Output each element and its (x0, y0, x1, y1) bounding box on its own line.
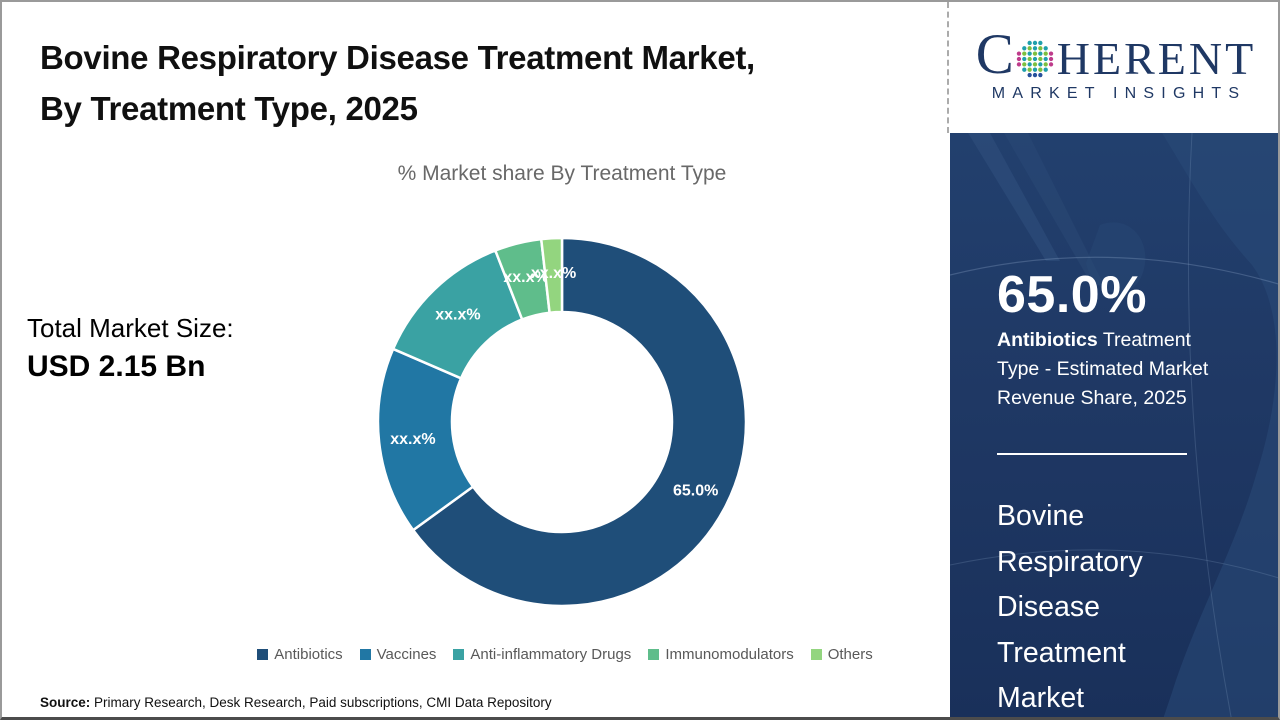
chart-subtitle: % Market share By Treatment Type (397, 162, 727, 185)
legend-item: Vaccines (359, 646, 437, 663)
donut-chart: 65.0%xx.x%xx.x%xx.x%xx.x% (376, 236, 748, 608)
panel-market-name: Bovine Respiratory Disease Treatment Mar… (997, 494, 1143, 717)
legend-label: Anti-inflammatory Drugs (470, 646, 632, 663)
highlight-stat-category: Antibiotics (997, 329, 1098, 351)
brand-logo: C HERENT (975, 23, 1257, 87)
dashed-divider (947, 2, 949, 133)
side-panel: 65.0% Antibiotics Treatment Type - Estim… (950, 133, 1278, 717)
world-map-texture (950, 133, 1278, 717)
donut-segment-label: xx.x% (531, 265, 576, 282)
brand-letter-c: C (975, 23, 1014, 87)
donut-segment-others (539, 236, 564, 314)
logo-card: C HERENT MARKET INSIGHTS (950, 2, 1278, 133)
legend-label: Antibiotics (274, 646, 343, 663)
page-title: Bovine Respiratory Disease Treatment Mar… (40, 32, 755, 134)
legend-label: Vaccines (376, 646, 437, 663)
legend-swatch (453, 649, 465, 660)
panel-market-name-line: Disease (997, 591, 1100, 623)
highlight-stat-value: 65.0% (997, 266, 1147, 324)
legend-label: Immunomodulators (665, 646, 794, 663)
chart-legend: Antibiotics Vaccines Anti-inflammatory Dru… (182, 646, 948, 663)
page-title-line1: Bovine Respiratory Disease Treatment Mar… (40, 39, 755, 76)
page-title-line2: By Treatment Type, 2025 (40, 90, 418, 127)
highlight-stat-rest: Treatment Type - Estimated Market Revenu… (997, 329, 1209, 409)
donut-segment-label: 65.0% (673, 483, 718, 500)
highlight-stat-description: Antibiotics Treatment Type - Estimated M… (997, 326, 1235, 413)
panel-market-name-line: Respiratory (997, 545, 1143, 578)
source-note: Source: Primary Research, Desk Research,… (40, 695, 552, 710)
brand-name-rest: HERENT (1056, 33, 1257, 85)
legend-swatch (810, 649, 822, 660)
donut-segment-antibiotics (411, 236, 748, 608)
legend-item: Antibiotics (257, 646, 343, 663)
legend-swatch (359, 649, 371, 660)
legend-item: Immunomodulators (648, 646, 794, 663)
legend-item: Anti-inflammatory Drugs (453, 646, 631, 663)
source-label: Source: (40, 695, 91, 710)
total-market-size-label: Total Market Size: (27, 313, 234, 343)
panel-market-name-line: Bovine (997, 500, 1085, 532)
panel-divider-line (997, 453, 1187, 455)
donut-segment-label: xx.x% (503, 269, 548, 286)
globe-dots-icon (1016, 40, 1053, 78)
brand-tagline: MARKET INSIGHTS (991, 84, 1247, 102)
legend-item: Others (810, 646, 873, 663)
legend-swatch (648, 649, 660, 660)
donut-segment-label: xx.x% (390, 431, 435, 448)
source-text: Primary Research, Desk Research, Paid su… (90, 695, 552, 710)
donut-segment-label: xx.x% (435, 307, 480, 324)
total-market-size: Total Market Size: USD 2.15 Bn (27, 313, 234, 384)
total-market-size-value: USD 2.15 Bn (27, 350, 206, 383)
panel-market-name-line: Treatment (997, 636, 1126, 669)
legend-label: Others (827, 646, 873, 663)
panel-market-name-line: Market (997, 682, 1085, 714)
legend-swatch (257, 649, 269, 660)
